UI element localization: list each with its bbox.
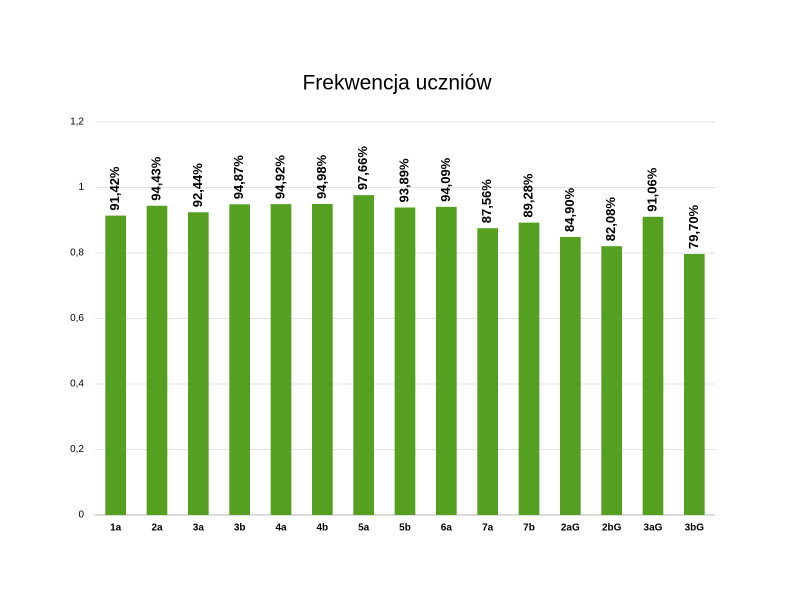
value-label: 94,98% — [314, 154, 329, 199]
bar — [270, 204, 292, 515]
value-label: 94,43% — [148, 156, 163, 201]
value-label: 87,56% — [479, 179, 494, 224]
y-tick-label: 1 — [78, 182, 84, 193]
x-tick-label: 5b — [399, 523, 411, 534]
value-label: 91,42% — [107, 166, 122, 211]
x-tick-label: 7a — [482, 523, 494, 534]
y-tick-label: 0,4 — [70, 379, 84, 390]
bar — [188, 212, 209, 515]
bar — [518, 222, 540, 515]
value-label: 89,28% — [520, 173, 535, 218]
value-label: 97,66% — [355, 146, 370, 191]
bar — [436, 206, 457, 515]
value-label: 94,92% — [272, 155, 287, 200]
x-tick-label: 5a — [358, 523, 370, 534]
bar — [353, 195, 374, 515]
x-tick-label: 1a — [110, 523, 122, 534]
value-label: 84,90% — [562, 187, 577, 232]
x-tick-label: 2bG — [602, 523, 622, 534]
x-tick-label: 4a — [275, 523, 287, 534]
bar — [477, 228, 498, 515]
value-label: 94,87% — [231, 155, 246, 200]
value-label: 79,70% — [686, 204, 701, 249]
value-label: 94,09% — [438, 157, 453, 202]
y-tick-label: 0,6 — [70, 313, 84, 324]
x-tick-label: 6a — [441, 523, 453, 534]
y-tick-label: 0,8 — [70, 248, 84, 259]
value-label: 92,44% — [190, 163, 205, 208]
bar — [684, 253, 705, 516]
bar — [146, 205, 168, 515]
x-tick-label: 3a — [193, 523, 205, 534]
x-tick-label: 4b — [316, 523, 328, 534]
bar — [394, 207, 416, 515]
bar — [312, 203, 333, 516]
bar — [105, 215, 126, 516]
value-label: 82,08% — [603, 197, 618, 242]
bar — [642, 216, 664, 515]
x-tick-label: 3aG — [644, 523, 663, 534]
y-tick-label: 1,2 — [70, 117, 84, 128]
bar — [560, 236, 581, 515]
x-tick-label: 3bG — [685, 523, 705, 534]
y-tick-label: 0 — [78, 510, 84, 521]
bar — [601, 246, 622, 516]
x-tick-label: 3b — [234, 523, 246, 534]
y-tick-label: 0,2 — [70, 444, 84, 455]
value-label: 91,06% — [644, 167, 659, 212]
x-tick-label: 2aG — [561, 523, 580, 534]
x-tick-label: 7b — [523, 523, 535, 534]
x-tick-label: 2a — [151, 523, 163, 534]
bar — [229, 204, 250, 515]
chart-title: Frekwencja uczniów — [302, 72, 492, 95]
value-label: 93,89% — [396, 158, 411, 203]
